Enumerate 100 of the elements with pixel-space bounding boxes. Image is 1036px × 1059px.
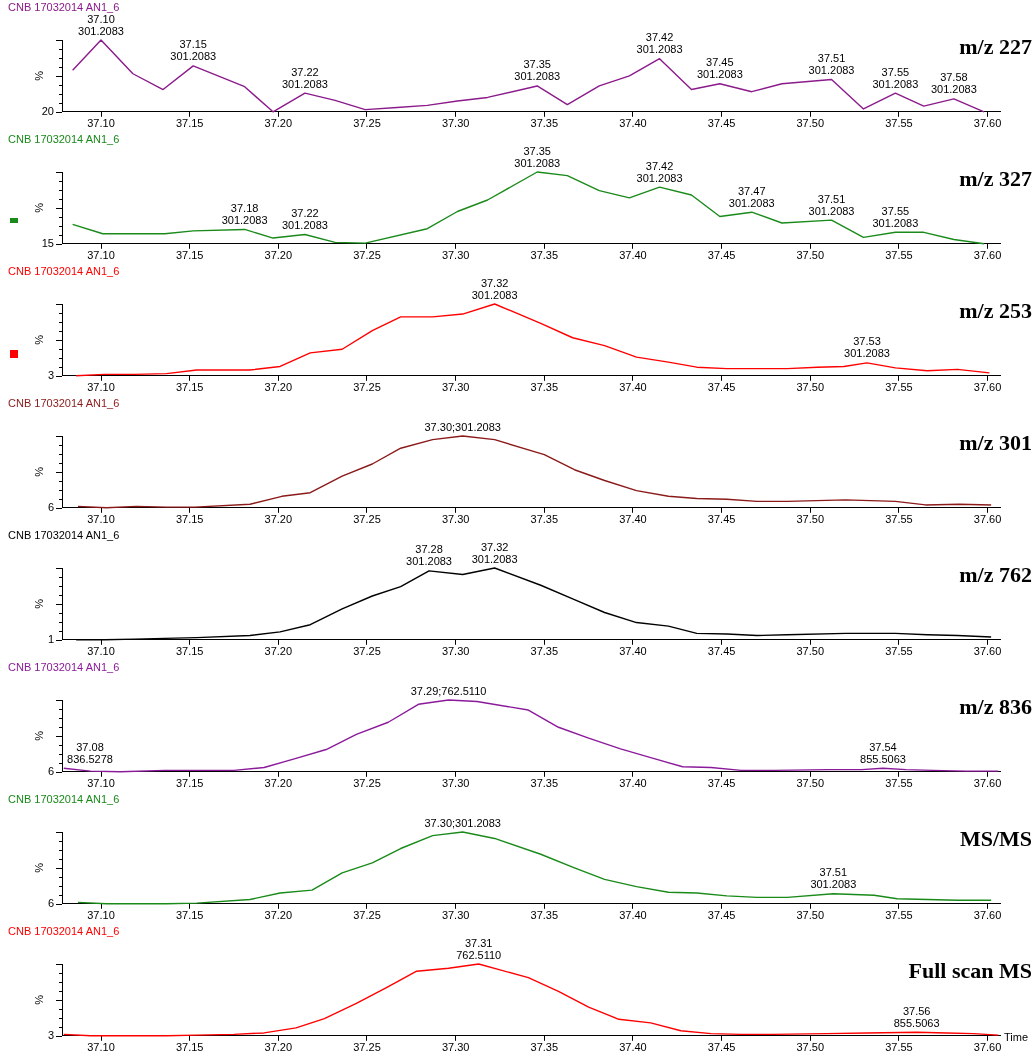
x-tick-label: 37.20 (264, 249, 293, 262)
x-tick-label: 37.30 (441, 513, 470, 526)
x-tick-label: 37.20 (264, 909, 293, 922)
chart-title: CNB 17032014 AN1_6 (8, 132, 120, 145)
annotation: 37.35 301.2083 (514, 58, 561, 83)
annotation: 37.10 301.2083 (78, 12, 124, 37)
chart-title: CNB 17032014 AN1_6 (8, 528, 120, 541)
annotation: 37.47 301.2083 (728, 184, 775, 209)
x-tick-label: 37.40 (619, 777, 647, 790)
annotation: 37.56 855.5063 (893, 1004, 940, 1029)
x-tick-label: 37.15 (175, 777, 204, 790)
x-tick-label: 37.40 (619, 117, 647, 130)
x-tick-label: 37.35 (530, 645, 559, 658)
chart-subtitle: m/z 762 (959, 562, 1032, 588)
x-tick-label: 37.50 (796, 381, 825, 394)
x-tick-label: 37.30 (441, 1041, 470, 1054)
x-tick-label: 37.60 (973, 909, 1002, 922)
x-tick-label: 37.60 (973, 513, 1002, 526)
x-tick-label: 37.55 (885, 249, 913, 262)
x-tick-label: 37.40 (619, 909, 647, 922)
x-tick-label: 37.30 (441, 777, 470, 790)
chart-title: CNB 17032014 AN1_6 (8, 792, 120, 805)
x-axis-title: Time (1004, 1030, 1029, 1043)
x-tick-label: 37.20 (264, 777, 293, 790)
chart-title: CNB 17032014 AN1_6 (8, 0, 120, 13)
y-axis-title: % (33, 466, 46, 477)
annotation: 37.08 836.5278 (67, 740, 113, 765)
annotation: 37.42 301.2083 (636, 159, 683, 184)
x-tick-label: 37.30 (441, 909, 470, 922)
chart-title: CNB 17032014 AN1_6 (8, 924, 120, 937)
annotation: 37.58 301.2083 (930, 71, 977, 96)
text: 3 (47, 368, 54, 381)
x-tick-label: 37.50 (796, 249, 825, 262)
x-tick-label: 37.50 (796, 513, 825, 526)
x-tick-label: 37.10 (87, 1041, 115, 1054)
x-tick-label: 37.55 (885, 1041, 913, 1054)
x-tick-label: 37.10 (87, 117, 115, 130)
x-tick-label: 37.25 (353, 1041, 381, 1054)
x-tick-label: 37.45 (707, 381, 736, 394)
text: 3 (47, 1028, 54, 1041)
annotation: 37.22 301.2083 (281, 207, 328, 231)
x-tick-label: 37.60 (973, 777, 1002, 790)
x-tick-label: 37.30 (441, 645, 470, 658)
y-axis-title: % (33, 70, 46, 81)
x-tick-label: 37.25 (353, 381, 381, 394)
text: 6 (47, 764, 54, 777)
x-tick-label: 37.55 (885, 645, 913, 658)
y-axis-title: % (33, 730, 46, 741)
x-tick-label: 37.55 (885, 117, 913, 130)
x-tick-label: 37.20 (264, 117, 293, 130)
x-tick-label: 37.35 (530, 513, 559, 526)
chart-title: CNB 17032014 AN1_6 (8, 264, 120, 277)
y-axis-title: % (33, 598, 46, 609)
annotation: 37.42 301.2083 (636, 31, 683, 56)
x-tick-label: 37.50 (796, 1041, 825, 1054)
annotation: 37.30;301.2083 (424, 816, 501, 829)
x-tick-label: 37.35 (530, 249, 559, 262)
annotation: 37.28 301.2083 (406, 543, 452, 568)
x-tick-label: 37.50 (796, 117, 825, 130)
x-tick-label: 37.15 (175, 645, 204, 658)
x-tick-label: 37.25 (353, 249, 381, 262)
x-tick-label: 37.10 (87, 777, 115, 790)
x-tick-label: 37.15 (175, 381, 204, 394)
chart-subtitle: m/z 327 (959, 166, 1032, 192)
x-tick-label: 37.25 (353, 645, 381, 658)
chart-title: CNB 17032014 AN1_6 (8, 396, 120, 409)
annotation: 37.55 301.2083 (872, 204, 919, 229)
text: 6 (47, 896, 54, 909)
annotation: 37.15 301.2083 (170, 38, 217, 63)
y-axis-title: % (33, 994, 46, 1005)
x-tick-label: 37.45 (707, 513, 736, 526)
annotation: 37.32 301.2083 (471, 276, 518, 301)
x-tick-label: 37.60 (973, 1041, 1002, 1054)
annotation: 37.32 301.2083 (471, 540, 518, 565)
x-tick-label: 37.50 (796, 909, 825, 922)
annotation: 37.51 301.2083 (810, 866, 857, 891)
x-tick-label: 37.25 (353, 777, 381, 790)
chart-subtitle: Full scan MS (908, 958, 1032, 984)
annotation: 37.29;762.5110 (410, 684, 487, 697)
annotation: 37.55 301.2083 (872, 65, 919, 90)
annotation: 37.31 762.5110 (456, 936, 502, 961)
x-tick-label: 37.45 (707, 777, 736, 790)
x-tick-label: 37.55 (885, 777, 913, 790)
x-tick-label: 37.60 (973, 117, 1002, 130)
chart-subtitle: MS/MS (959, 826, 1032, 852)
x-tick-label: 37.10 (87, 645, 115, 658)
x-tick-label: 37.60 (973, 645, 1002, 658)
x-tick-label: 37.40 (619, 513, 647, 526)
text: 15 (41, 236, 54, 249)
chart-title: CNB 17032014 AN1_6 (8, 660, 120, 673)
x-tick-label: 37.35 (530, 909, 559, 922)
x-tick-label: 37.45 (707, 1041, 736, 1054)
x-tick-label: 37.20 (264, 1041, 293, 1054)
x-tick-label: 37.55 (885, 381, 913, 394)
annotation: 37.51 301.2083 (808, 192, 855, 217)
annotation: 37.35 301.2083 (514, 144, 561, 169)
annotation: 37.18 301.2083 (221, 201, 268, 226)
x-tick-label: 37.15 (175, 1041, 204, 1054)
y-axis-title: % (33, 334, 46, 345)
x-tick-label: 37.50 (796, 645, 825, 658)
